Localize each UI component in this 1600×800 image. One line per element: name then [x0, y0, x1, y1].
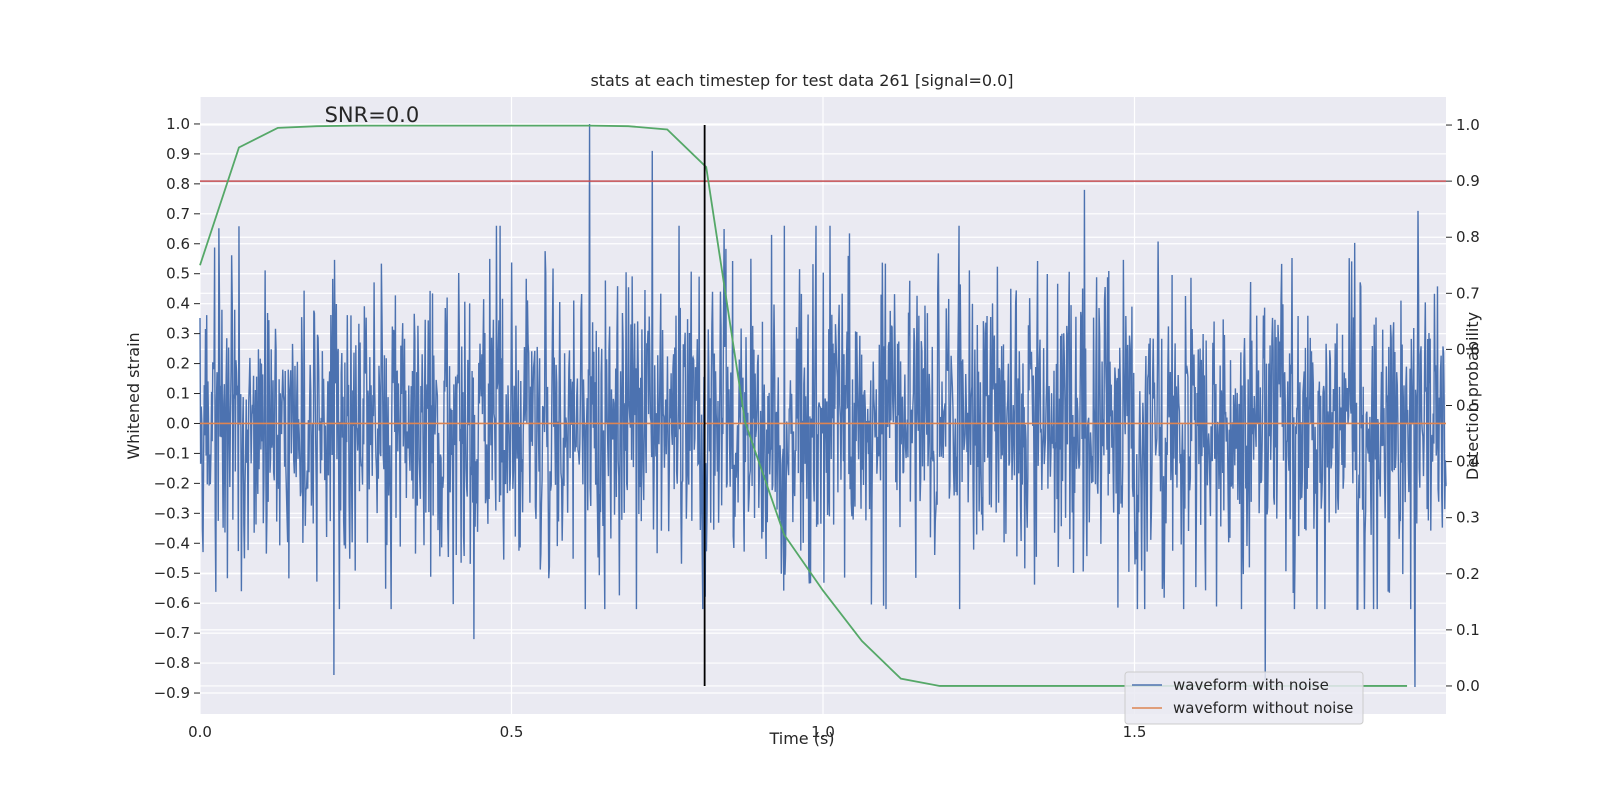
- y-left-tick-label: 0.9: [166, 145, 190, 163]
- y-left-tick-label: 0.2: [166, 355, 190, 373]
- series-waveform-with-noise: [199, 123, 1447, 688]
- y-left-tick-label: −0.9: [154, 684, 190, 702]
- y-left-tick-label: 0.5: [166, 265, 190, 283]
- x-tick-label: 0.5: [500, 723, 524, 741]
- y-right-tick-label: 0.1: [1456, 621, 1480, 639]
- waveform-with-noise-line: [199, 123, 1447, 688]
- y-left-tick-label: 0.8: [166, 175, 190, 193]
- y-right-tick-label: 0.9: [1456, 172, 1480, 190]
- y-left-tick-label: −0.4: [154, 534, 190, 552]
- y-right-axis-ticks: 1.0 0.9 0.8 0.7 0.6 0.5 0.4 0.3 0.2 0.1 0.0: [1446, 116, 1480, 695]
- y-right-tick-label: 0.7: [1456, 284, 1480, 302]
- legend[interactable]: waveform with noise waveform without noi…: [1124, 671, 1364, 725]
- y-right-axis-label: Detection probability: [1463, 312, 1482, 480]
- y-left-axis-ticks: 1.0 0.9 0.8 0.7 0.6 0.5 0.4 0.3 0.2 0.1 0.0 −0.1 −0.…: [154, 115, 200, 702]
- y-left-tick-label: −0.2: [154, 474, 190, 492]
- y-right-tick-label: 0.3: [1456, 509, 1480, 527]
- y-right-tick-label: 0.8: [1456, 228, 1480, 246]
- y-left-tick-label: −0.1: [154, 444, 190, 462]
- y-left-tick-label: 0.7: [166, 205, 190, 223]
- y-left-tick-label: −0.3: [154, 504, 190, 522]
- y-left-tick-label: −0.7: [154, 624, 190, 642]
- chart-title: stats at each timestep for test data 261…: [590, 71, 1013, 90]
- y-left-tick-label: 1.0: [166, 115, 190, 133]
- x-axis-ticks: 0.0 0.5 1.0 1.5: [188, 723, 1146, 741]
- y-left-tick-label: 0.6: [166, 235, 190, 253]
- x-tick-label: 1.5: [1123, 723, 1147, 741]
- y-left-tick-label: −0.5: [154, 564, 190, 582]
- y-left-tick-label: −0.6: [154, 594, 190, 612]
- snr-annotation: SNR=0.0: [325, 103, 420, 127]
- y-left-tick-label: −0.8: [154, 654, 190, 672]
- x-tick-label: 0.0: [188, 723, 212, 741]
- legend-box: [1124, 671, 1364, 725]
- y-right-tick-label: 1.0: [1456, 116, 1480, 134]
- y-left-axis-label: Whitened strain: [124, 332, 143, 459]
- x-axis-label: Time (s): [768, 729, 834, 748]
- y-left-tick-label: 0.1: [166, 385, 190, 403]
- y-left-tick-label: 0.0: [166, 414, 190, 432]
- y-right-tick-label: 0.0: [1456, 677, 1480, 695]
- y-right-tick-label: 0.4: [1456, 453, 1480, 471]
- legend-label-clean: waveform without noise: [1173, 699, 1353, 717]
- x-tick-label: 1.0: [811, 723, 835, 741]
- legend-label-noise: waveform with noise: [1173, 676, 1329, 694]
- y-left-tick-label: 0.3: [166, 325, 190, 343]
- y-right-tick-label: 0.5: [1456, 397, 1480, 415]
- y-right-tick-label: 0.2: [1456, 565, 1480, 583]
- y-right-tick-label: 0.6: [1456, 340, 1480, 358]
- y-left-tick-label: 0.4: [166, 295, 190, 313]
